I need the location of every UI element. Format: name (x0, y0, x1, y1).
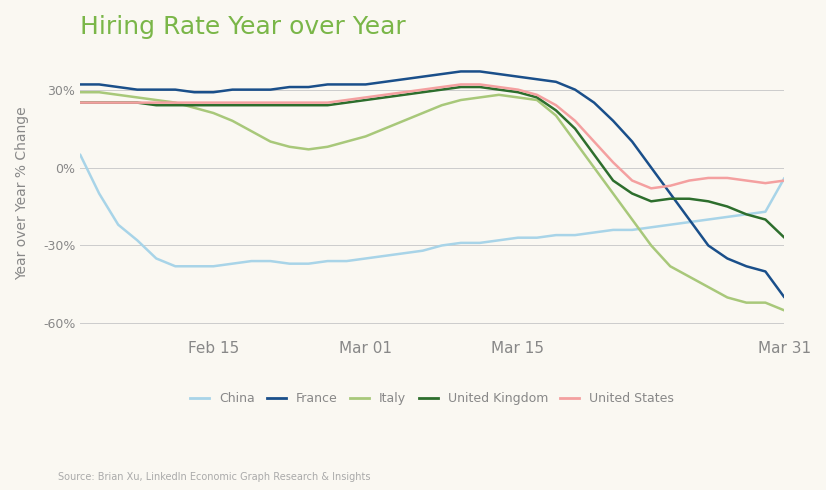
Legend: China, France, Italy, United Kingdom, United States: China, France, Italy, United Kingdom, Un… (186, 387, 679, 410)
Text: Hiring Rate Year over Year: Hiring Rate Year over Year (80, 15, 406, 39)
Text: Source: Brian Xu, LinkedIn Economic Graph Research & Insights: Source: Brian Xu, LinkedIn Economic Grap… (58, 472, 370, 482)
Y-axis label: Year over Year % Change: Year over Year % Change (15, 107, 29, 280)
